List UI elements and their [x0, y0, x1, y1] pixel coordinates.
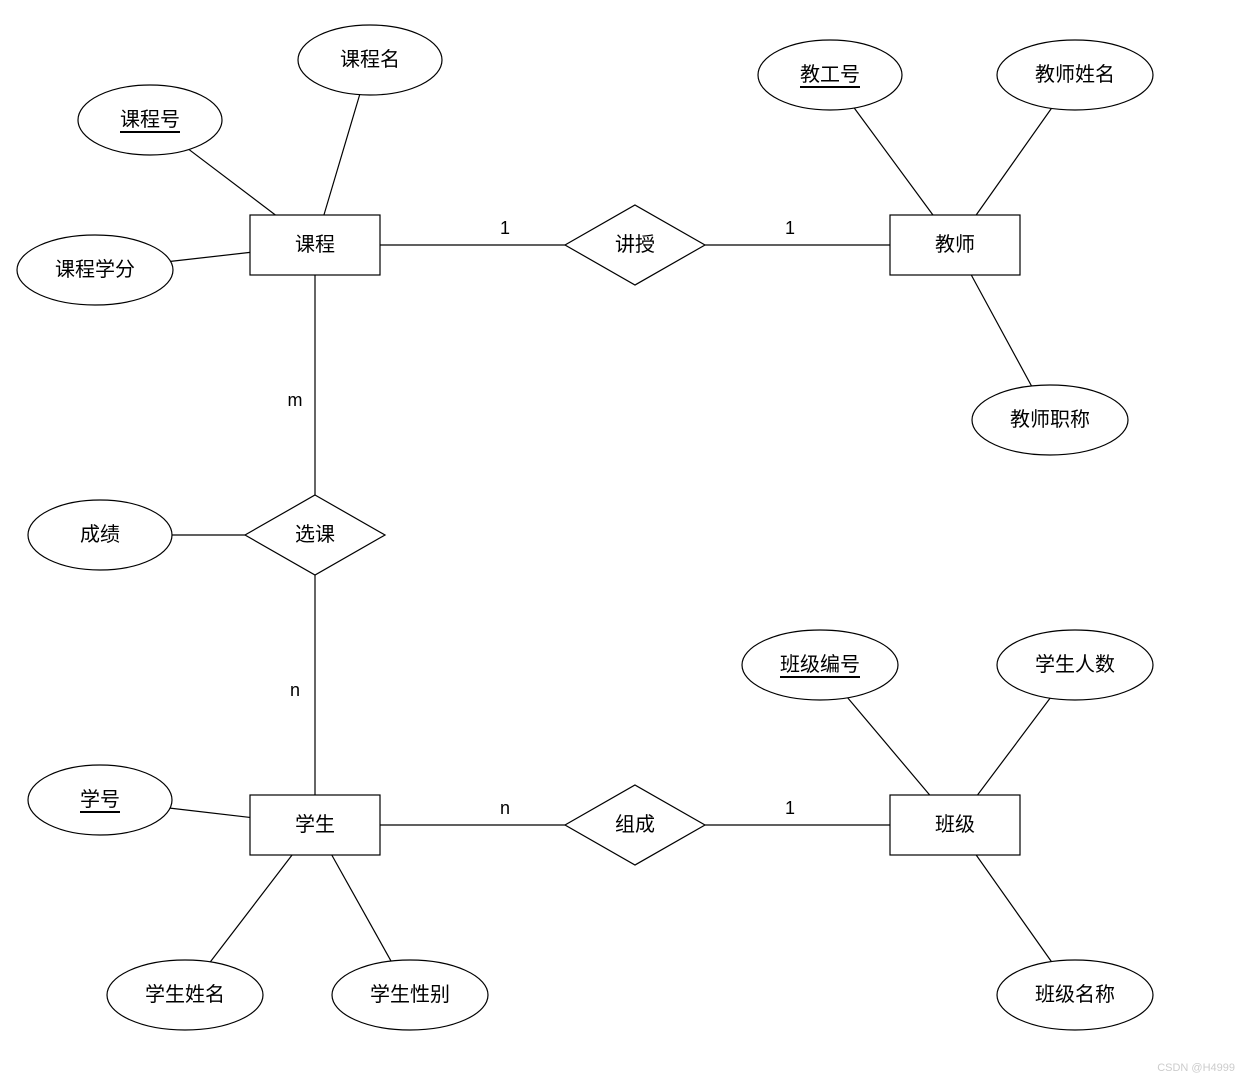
attribute-score: 成绩	[28, 500, 172, 570]
attribute-course_no: 课程号	[78, 85, 222, 155]
attribute-course_name: 课程名	[298, 25, 442, 95]
attribute-label-teacher_no: 教工号	[800, 63, 860, 86]
attr-edge-class_name	[976, 855, 1051, 962]
relationship-label-teach: 讲授	[615, 233, 655, 256]
attribute-class_no: 班级编号	[742, 630, 898, 700]
attribute-teacher_no: 教工号	[758, 40, 902, 110]
attr-edge-teacher_no	[854, 108, 933, 215]
relationship-label-select: 选课	[295, 523, 335, 546]
attr-edge-stu_name	[210, 855, 292, 962]
attr-edge-course_no	[189, 149, 276, 215]
attribute-teacher_title: 教师职称	[972, 385, 1128, 455]
attribute-label-course_no: 课程号	[120, 108, 180, 131]
attribute-teacher_name: 教师姓名	[997, 40, 1153, 110]
attribute-stu_sex: 学生性别	[332, 960, 488, 1030]
attribute-label-course_name: 课程名	[340, 48, 400, 71]
cardinality-compose-class: 1	[785, 798, 795, 818]
attr-edge-course_credit	[171, 252, 250, 261]
cardinality-student-compose: n	[500, 798, 510, 818]
attribute-stu_name: 学生姓名	[107, 960, 263, 1030]
relationship-label-compose: 组成	[615, 813, 655, 836]
attribute-class_count: 学生人数	[997, 630, 1153, 700]
attribute-label-score: 成绩	[80, 523, 120, 546]
attribute-stu_no: 学号	[28, 765, 172, 835]
attribute-label-stu_sex: 学生性别	[370, 983, 450, 1006]
entity-teacher: 教师	[890, 215, 1020, 275]
attribute-class_name: 班级名称	[997, 960, 1153, 1030]
attribute-label-teacher_name: 教师姓名	[1035, 63, 1115, 86]
watermark: CSDN @H4999	[1157, 1062, 1235, 1074]
attribute-label-stu_name: 学生姓名	[145, 983, 225, 1006]
attribute-label-teacher_title: 教师职称	[1010, 408, 1090, 431]
attr-edge-teacher_name	[976, 108, 1051, 215]
attribute-label-stu_no: 学号	[80, 788, 120, 811]
attribute-label-class_no: 班级编号	[780, 653, 860, 676]
entity-label-course: 课程	[295, 233, 335, 256]
relationship-teach: 讲授	[565, 205, 705, 285]
entity-label-teacher: 教师	[935, 233, 975, 256]
cardinality-select-student: n	[290, 680, 300, 700]
relationship-compose: 组成	[565, 785, 705, 865]
attribute-label-course_credit: 课程学分	[55, 258, 135, 281]
attribute-label-class_name: 班级名称	[1035, 983, 1115, 1006]
entity-label-student: 学生	[295, 813, 335, 836]
relationship-select: 选课	[245, 495, 385, 575]
cardinality-course-select: m	[288, 390, 303, 410]
entity-class: 班级	[890, 795, 1020, 855]
attribute-course_credit: 课程学分	[17, 235, 173, 305]
er-diagram: 1 1 m n n 1 课程 教师学生 班级 讲授选课组成 课程号 课程名课程学分 教工号 教师姓名教师职…	[0, 0, 1247, 1081]
attr-edge-teacher_title	[971, 275, 1031, 386]
attr-edge-course_name	[324, 95, 360, 215]
entity-student: 学生	[250, 795, 380, 855]
attr-edge-class_count	[978, 698, 1051, 795]
attr-edge-class_no	[848, 698, 930, 795]
attr-edge-stu_sex	[332, 855, 391, 961]
entity-course: 课程	[250, 215, 380, 275]
entity-label-class: 班级	[935, 813, 975, 836]
attribute-label-class_count: 学生人数	[1035, 653, 1115, 676]
attr-edge-stu_no	[170, 808, 250, 817]
cardinality-course-teach: 1	[500, 218, 510, 238]
cardinality-teach-teacher: 1	[785, 218, 795, 238]
